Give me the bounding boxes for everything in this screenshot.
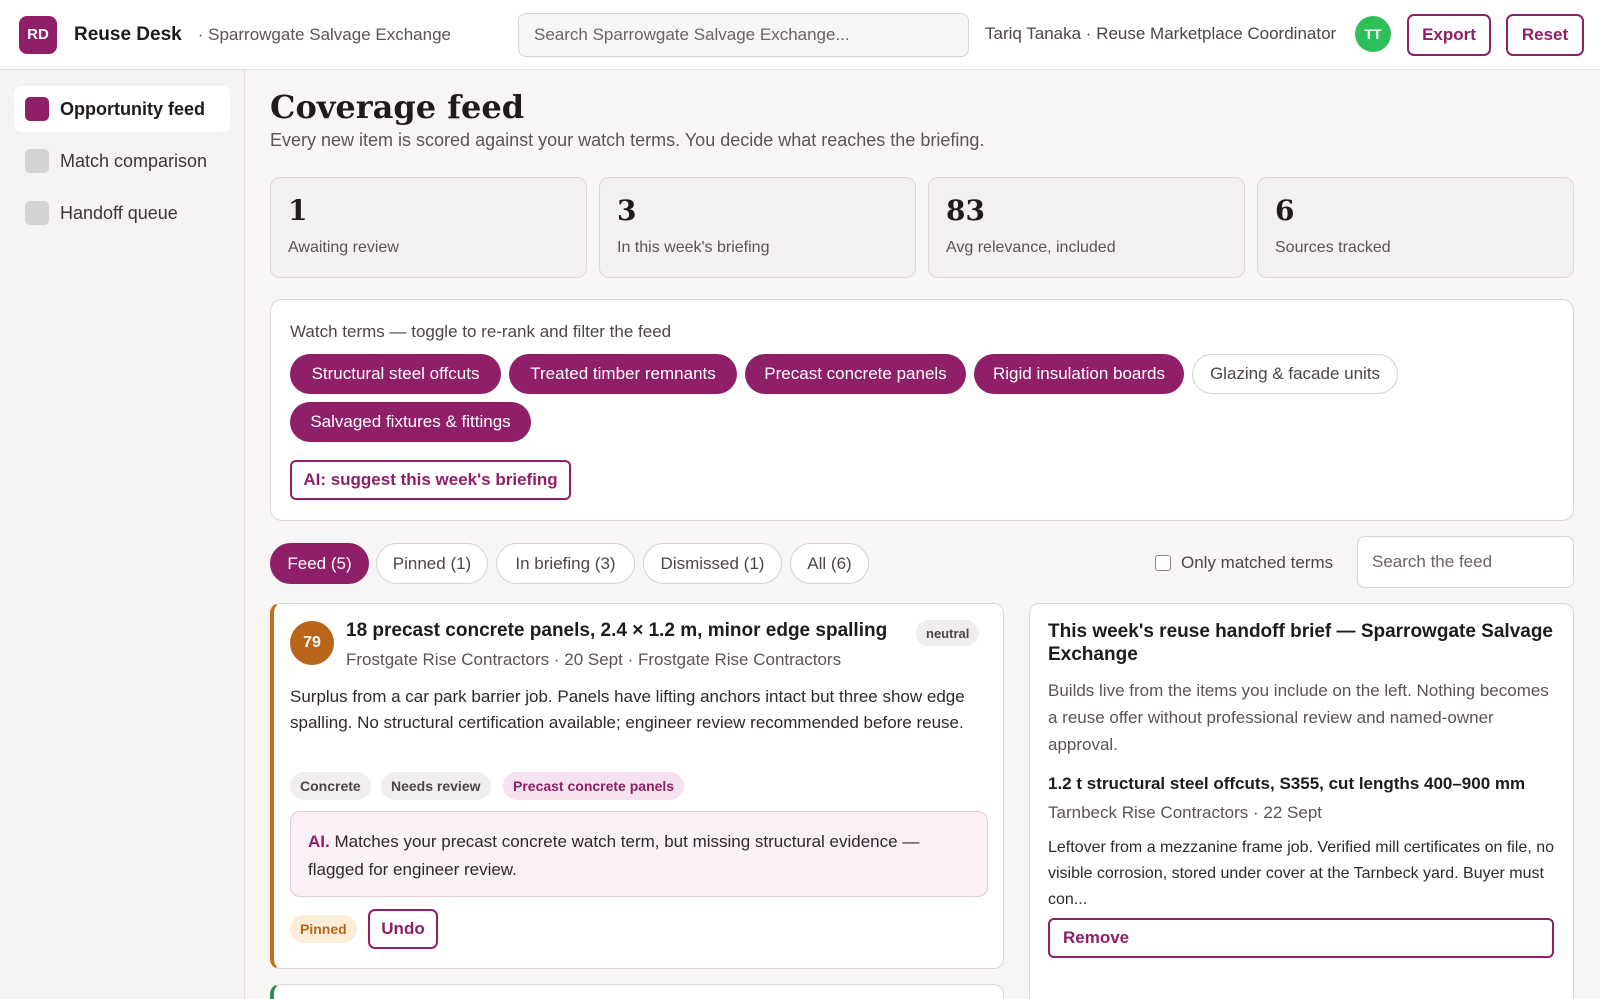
tag: Concrete — [290, 772, 371, 800]
tab-all[interactable]: All (6) — [790, 543, 869, 584]
watch-term-chip-treated-timber[interactable]: Treated timber remnants — [509, 354, 737, 394]
sidebar: Opportunity feed Match comparison Handof… — [0, 70, 245, 999]
nav-marker-icon — [25, 149, 49, 173]
watch-term-chip-precast-concrete[interactable]: Precast concrete panels — [745, 354, 966, 394]
feed-item-title[interactable]: 18 precast concrete panels, 2.4 × 1.2 m,… — [346, 620, 888, 641]
watch-term-chip-rigid-insulation[interactable]: Rigid insulation boards — [974, 354, 1184, 394]
watch-term-chip-structural-steel[interactable]: Structural steel offcuts — [290, 354, 501, 394]
stat-label: Sources tracked — [1275, 239, 1391, 256]
tab-dismissed[interactable]: Dismissed (1) — [643, 543, 782, 584]
export-button[interactable]: Export — [1407, 14, 1491, 56]
tab-in-briefing[interactable]: In briefing (3) — [496, 543, 635, 584]
feed-item-meta: Frostgate Rise Contractors · 20 Sept · F… — [346, 650, 842, 669]
app-name: Reuse Desk — [74, 23, 182, 45]
tab-feed[interactable]: Feed (5) — [270, 543, 369, 584]
user-name: Tariq Tanaka · Reuse Marketplace Coordin… — [985, 24, 1337, 43]
stat-card: 3 In this week's briefing — [599, 177, 916, 278]
watch-terms-panel: Watch terms — toggle to re-rank and filt… — [270, 299, 1574, 521]
feed-search-input[interactable]: Search the feed — [1357, 536, 1574, 588]
feed-item-body: Surplus from a car park barrier job. Pan… — [290, 687, 965, 732]
relevance-score-badge: 79 — [290, 621, 334, 665]
tag: Needs review — [381, 772, 491, 800]
stat-label: Avg relevance, included — [946, 239, 1116, 256]
brief-item-body: Leftover from a mezzanine frame job. Ver… — [1048, 839, 1554, 908]
top-bar: RD Reuse Desk · Sparrowgate Salvage Exch… — [0, 0, 1600, 70]
brief-item-meta: Tarnbeck Rise Contractors · 22 Sept — [1048, 803, 1323, 822]
nav-marker-icon — [25, 201, 49, 225]
stat-label: In this week's briefing — [617, 239, 770, 256]
only-matched-label: Only matched terms — [1181, 553, 1334, 572]
brief-item-title: 1.2 t structural steel offcuts, S355, cu… — [1048, 774, 1526, 793]
sidebar-item-handoff-queue[interactable]: Handoff queue — [14, 190, 230, 236]
global-search-input[interactable]: Search Sparrowgate Salvage Exchange... — [518, 13, 969, 57]
watch-terms-title: Watch terms — toggle to re-rank and filt… — [290, 322, 672, 341]
stat-label: Awaiting review — [288, 239, 399, 256]
stat-value: 83 — [946, 194, 985, 227]
sidebar-item-opportunity-feed[interactable]: Opportunity feed — [14, 86, 230, 132]
ai-label: AI. — [308, 832, 330, 851]
watch-term-chip-salvaged-fixtures[interactable]: Salvaged fixtures & fittings — [290, 402, 531, 442]
sidebar-item-label: Handoff queue — [60, 202, 178, 223]
brief-description: Builds live from the items you include o… — [1048, 681, 1549, 754]
feed-item-card[interactable]: 79 18 precast concrete panels, 2.4 × 1.2… — [270, 603, 1004, 969]
tab-pinned[interactable]: Pinned (1) — [376, 543, 488, 584]
only-matched-toggle[interactable]: Only matched terms — [1155, 553, 1333, 573]
sentiment-badge: neutral — [916, 620, 980, 646]
ai-note-text: Matches your precast concrete watch term… — [308, 832, 920, 879]
app-logo: RD — [19, 15, 57, 54]
org-name: · Sparrowgate Salvage Exchange — [197, 24, 451, 44]
only-matched-checkbox[interactable] — [1155, 555, 1171, 571]
handoff-brief-panel: This week's reuse handoff brief — Sparro… — [1029, 603, 1574, 999]
stat-value: 1 — [288, 194, 308, 227]
reset-button[interactable]: Reset — [1506, 14, 1584, 56]
remove-button[interactable]: Remove — [1048, 918, 1554, 958]
matched-term-tag: Precast concrete panels — [503, 772, 685, 800]
sidebar-item-label: Match comparison — [60, 150, 208, 171]
ai-suggest-briefing-button[interactable]: AI: suggest this week's briefing — [290, 460, 571, 500]
sidebar-item-label: Opportunity feed — [60, 98, 205, 119]
status-badge: Pinned — [290, 915, 357, 943]
stat-value: 6 — [1275, 194, 1295, 227]
page-title: Coverage feed — [270, 88, 525, 126]
stat-card: 1 Awaiting review — [270, 177, 587, 278]
feed-tabs: Feed (5) Pinned (1) In briefing (3) Dism… — [270, 543, 890, 585]
stat-card: 6 Sources tracked — [1257, 177, 1574, 278]
stat-card: 83 Avg relevance, included — [928, 177, 1245, 278]
avatar[interactable]: TT — [1355, 16, 1391, 52]
stat-value: 3 — [617, 194, 637, 227]
brief-title: This week's reuse handoff brief — Sparro… — [1048, 621, 1554, 665]
watch-term-chip-glazing-facade[interactable]: Glazing & facade units — [1192, 354, 1398, 394]
nav-marker-icon — [25, 97, 49, 121]
ai-note: AI. Matches your precast concrete watch … — [290, 811, 988, 897]
page-subtitle: Every new item is scored against your wa… — [270, 130, 985, 150]
feed-item-card-next[interactable] — [270, 984, 1004, 999]
undo-button[interactable]: Undo — [368, 909, 438, 949]
stats-row: 1 Awaiting review 3 In this week's brief… — [270, 177, 1574, 278]
sidebar-item-match-comparison[interactable]: Match comparison — [14, 138, 230, 184]
